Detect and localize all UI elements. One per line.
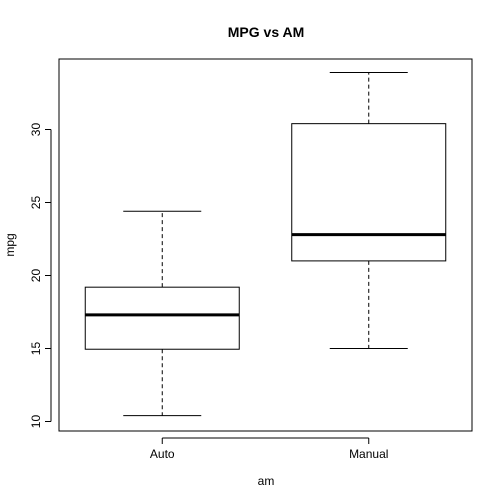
iqr-box	[84, 286, 240, 350]
y-tick-label: 30	[29, 123, 43, 137]
chart-title: MPG vs AM	[228, 24, 305, 40]
boxes-group	[84, 72, 447, 417]
plot-frame	[58, 58, 473, 432]
x-axis: Auto Manual	[150, 437, 388, 461]
y-tick-label: 15	[29, 342, 43, 356]
x-tick-label: Manual	[349, 447, 388, 461]
y-tick-label: 25	[29, 196, 43, 210]
box-auto	[84, 210, 240, 417]
y-tick-label: 10	[29, 415, 43, 429]
y-tick-label: 20	[29, 269, 43, 283]
y-axis: 10 15 20 25 30	[29, 123, 52, 429]
box-manual	[291, 72, 447, 349]
x-tick-label: Auto	[150, 447, 175, 461]
x-axis-label: am	[258, 474, 275, 488]
y-axis-label: mpg	[3, 233, 17, 256]
iqr-box	[291, 123, 447, 262]
